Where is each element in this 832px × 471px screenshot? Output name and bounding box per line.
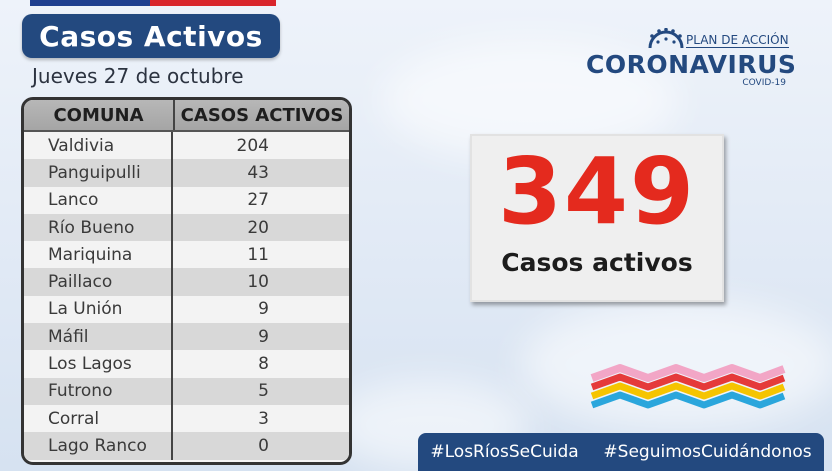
coronavirus-logo: PLAN DE ACCIÓN CORONAVIRUS COVID-19 <box>586 28 796 90</box>
casos-cell: 43 <box>247 162 269 183</box>
total-cases-label: Casos activos <box>501 248 693 277</box>
table-row: Mariquina 11 <box>24 241 349 269</box>
comuna-cell: Máfil <box>24 323 173 351</box>
table-header: COMUNA CASOS ACTIVOS <box>24 100 349 132</box>
comuna-cell: Lanco <box>24 186 173 214</box>
table-row: Corral 3 <box>24 404 349 433</box>
casos-cell: 27 <box>247 190 269 211</box>
page-title: Casos Activos <box>39 19 263 53</box>
comuna-cell: Lago Ranco <box>24 432 173 460</box>
comuna-cell: Los Lagos <box>24 350 173 378</box>
total-cases-number: 349 <box>497 138 697 245</box>
header-comuna: COMUNA <box>24 100 175 130</box>
table-row: Los Lagos 8 <box>24 350 349 378</box>
comuna-cell: Corral <box>24 404 173 433</box>
total-cases-card: 349 Casos activos <box>470 134 724 302</box>
logo-sub: COVID-19 <box>742 78 786 88</box>
region-wave-logo <box>590 364 786 409</box>
casos-cell: 9 <box>258 299 269 320</box>
table-row: Lanco 27 <box>24 186 349 214</box>
hashtag-bar: #LosRíosSeCuida #SeguimosCuidándonos <box>418 433 824 471</box>
hashtag-1: #LosRíosSeCuida <box>430 442 579 462</box>
casos-cell: 10 <box>247 272 269 293</box>
title-banner: Casos Activos <box>22 14 280 58</box>
casos-cell: 11 <box>247 244 269 265</box>
comuna-cell: Mariquina <box>24 241 173 269</box>
casos-cell: 3 <box>258 408 269 429</box>
flag-strip <box>30 0 276 6</box>
logo-name: CORONAVIRUS <box>586 50 797 79</box>
table-row: Panguipulli 43 <box>24 159 349 187</box>
table-row: La Unión 9 <box>24 295 349 324</box>
date-label: Jueves 27 de octubre <box>32 64 244 88</box>
table-row: Valdivia 204 <box>24 132 349 160</box>
casos-cell: 204 <box>236 135 269 156</box>
header-casos: CASOS ACTIVOS <box>180 104 344 126</box>
casos-cell: 9 <box>258 326 269 347</box>
casos-cell: 8 <box>258 354 269 375</box>
active-cases-table: COMUNA CASOS ACTIVOS Valdivia 204 Panguipu… <box>21 97 352 465</box>
logo-plan-text: PLAN DE ACCIÓN <box>686 33 789 48</box>
virus-icon <box>648 28 684 49</box>
table-row: Río Bueno 20 <box>24 213 349 242</box>
casos-cell: 5 <box>258 381 269 402</box>
comuna-cell: La Unión <box>24 295 173 324</box>
comuna-cell: Valdivia <box>24 132 173 160</box>
table-row: Máfil 9 <box>24 323 349 351</box>
casos-cell: 0 <box>258 435 269 456</box>
comuna-cell: Paillaco <box>24 268 173 296</box>
table-row: Paillaco 10 <box>24 268 349 296</box>
table-row: Lago Ranco 0 <box>24 432 349 460</box>
comuna-cell: Panguipulli <box>24 159 173 187</box>
comuna-cell: Río Bueno <box>24 213 173 242</box>
table-row: Futrono 5 <box>24 377 349 405</box>
casos-cell: 20 <box>247 217 269 238</box>
hashtag-2: #SeguimosCuidándonos <box>603 442 812 462</box>
comuna-cell: Futrono <box>24 377 173 405</box>
